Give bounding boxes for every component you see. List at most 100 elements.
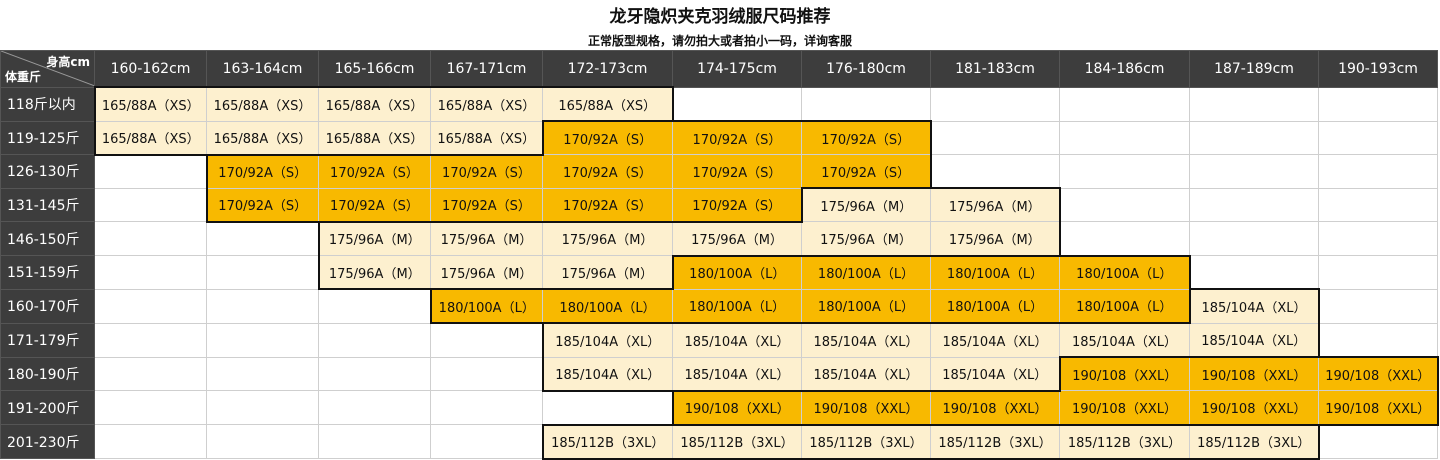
table-row: 180-190斤 185/104A（XL） 185/104A（XL） 185/104A… [0,356,1439,392]
size-cell: 185/112B（3XL） [1059,423,1190,460]
size-cell: 175/96A（M） [672,220,802,257]
size-cell [1318,120,1438,155]
size-cell: 190/108（XXL） [1318,356,1439,391]
size-cell: 175/96A（M） [430,255,543,290]
size-cell [1059,86,1190,122]
size-cell [206,424,319,459]
size-cell [94,390,207,425]
size-cell: 165/88A（XS） [318,86,431,122]
table-row: 171-179斤 185/104A（XL） 185/104A（XL） 185/104A… [0,322,1438,358]
size-cell [94,187,207,222]
size-cell: 180/100A（L） [930,254,1060,290]
page-title: 龙牙隐炽夹克羽绒服尺码推荐 [609,7,831,27]
height-column-header: 160-162cm [94,50,207,88]
weight-row-header: 131-145斤 [0,187,95,222]
size-cell: 170/92A（S） [205,187,319,223]
size-cell [430,356,543,391]
size-cell: 170/92A（S） [801,120,932,155]
size-cell: 175/96A（M） [542,220,673,256]
size-cell [1318,255,1438,290]
size-cell: 190/108（XXL） [1059,390,1190,426]
size-cell [1189,221,1319,256]
size-cell: 175/96A（M） [542,255,674,290]
diagonal-divider [1,51,94,86]
size-cell: 180/100A（L） [1059,254,1191,290]
table-row: 119-125斤 165/88A（XS） 165/88A（XS） 165/88A（XS… [0,120,1438,156]
table-row: 160-170斤 180/100A（L） 180/100A（L） 180/100A（L… [0,288,1438,324]
header-row: 身高cm 体重斤 160-162cm 163-164cm 165-166cm 167-… [0,50,1438,88]
size-cell [1318,86,1438,122]
weight-row-header: 151-159斤 [0,255,95,290]
size-cell: 165/88A（XS） [206,120,319,156]
size-cell: 180/100A（L） [930,288,1060,324]
size-cell [94,154,207,189]
size-cell: 165/88A（XS） [542,86,674,122]
size-cell: 180/100A（L） [542,288,673,324]
size-cell: 180/100A（L） [1059,288,1191,324]
height-column-header: 190-193cm [1318,50,1438,88]
size-cell: 170/92A（S） [430,187,543,223]
size-cell: 170/92A（S） [801,154,932,189]
size-cell [318,288,431,324]
table-row: 131-145斤 170/92A（S） 170/92A（S） 170/92A（S） 17… [0,187,1438,223]
size-cell [1059,154,1190,189]
size-cell: 165/88A（XS） [93,120,207,156]
size-cell: 165/88A（XS） [318,120,431,156]
height-column-header: 176-180cm [801,50,931,88]
size-cell: 190/108（XXL） [671,389,802,426]
size-cell: 185/104A（XL） [801,356,931,392]
size-cell [206,322,319,358]
size-cell [1318,322,1438,358]
size-cell [94,356,207,391]
size-cell: 190/108（XXL） [1189,390,1319,426]
size-cell: 185/112B（3XL） [801,423,931,460]
size-cell: 170/92A（S） [318,187,431,223]
size-cell [206,221,319,256]
size-cell [430,390,543,425]
weight-row-header: 146-150斤 [0,221,95,256]
size-cell [206,255,319,290]
size-chart-table: 身高cm 体重斤 160-162cm 163-164cm 165-166cm 167-… [0,50,1439,460]
size-cell: 190/108（XXL） [1189,356,1319,391]
size-cell [94,221,207,256]
size-cell: 175/96A（M） [930,187,1061,222]
size-cell [1318,154,1438,189]
size-cell [1059,221,1190,256]
size-cell: 170/92A（S） [542,154,673,189]
size-cell: 185/112B（3XL） [672,423,802,460]
size-cell: 190/108（XXL） [1318,390,1439,426]
size-cell: 190/108（XXL） [801,389,931,426]
size-cell [801,86,931,122]
size-cell [672,86,802,122]
size-cell: 180/100A（L） [429,288,543,324]
size-cell: 185/112B（3XL） [930,423,1060,460]
size-cell: 180/100A（L） [671,254,802,290]
table-row: 151-159斤 175/96A（M） 175/96A（M） 175/96A（M） 18… [0,254,1438,290]
table-row: 118斤以内 165/88A（XS） 165/88A（XS） 165/88A（XS） 1… [0,86,1438,122]
size-cell [318,424,431,459]
size-cell: 185/104A（XL） [541,356,673,392]
size-cell: 170/92A（S） [430,153,543,189]
size-cell: 180/100A（L） [672,288,802,324]
size-cell [1318,288,1438,324]
size-cell [1189,120,1319,155]
size-cell [206,288,319,324]
size-cell [318,356,431,391]
weight-row-header: 171-179斤 [0,322,95,358]
size-cell: 185/104A（XL） [930,322,1060,358]
size-cell: 165/88A（XS） [93,86,207,122]
size-cell: 175/96A（M） [317,255,431,290]
size-cell [1189,154,1319,189]
size-cell [94,255,207,290]
size-cell: 185/104A（XL） [1189,322,1320,358]
size-cell: 185/104A（XL） [801,322,931,358]
weight-row-header: 126-130斤 [0,154,95,189]
size-cell: 185/104A（XL） [672,356,802,392]
size-cell: 175/96A（M） [930,221,1061,257]
size-cell [930,154,1060,189]
size-cell: 185/104A（XL） [1188,288,1320,324]
size-cell [1189,187,1319,222]
height-column-header: 184-186cm [1059,50,1190,88]
size-cell: 165/88A（XS） [430,120,544,156]
size-cell [94,322,207,358]
